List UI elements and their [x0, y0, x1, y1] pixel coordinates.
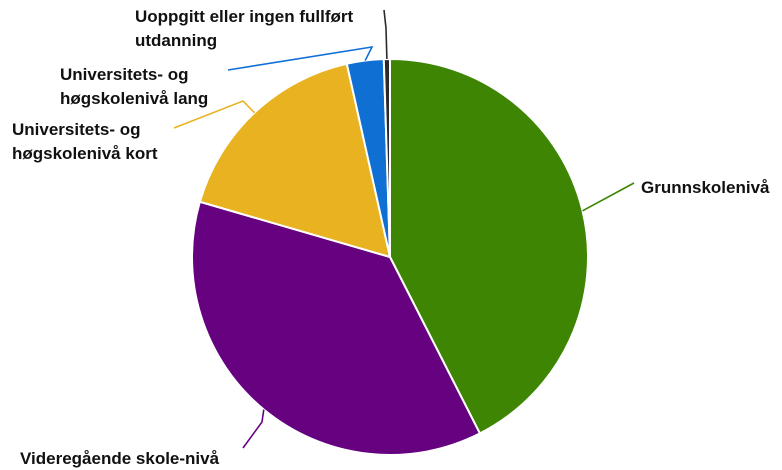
slice-labels: Grunnskolenivå Videregående skole-nivå Uni… — [12, 7, 770, 468]
slice-label-universitets-og-h-gskoleniva-lang: Universitets- og høgskolenivå lang — [60, 65, 208, 108]
leader-line-universitets-og-h-gskoleniva-kort — [173, 100, 256, 129]
leader-line-universitets-og-h-gskoleniva-lang — [227, 45, 374, 71]
pie-slice-universitets-og-h-gskoleniva-kort — [198, 62, 392, 259]
leader-line-grunnskoleniva — [582, 182, 635, 212]
leader-lines — [173, 9, 635, 449]
leader-line-uoppgitt-eller-ingen-fullf-rt-utdanning — [383, 9, 388, 60]
pie-slice-grunnskoleniva — [389, 57, 589, 435]
slice-label-universitets-og-h-gskoleniva-kort: Universitets- og høgskolenivå kort — [12, 120, 158, 163]
pie-slices — [191, 57, 589, 456]
slice-label-videregaende-skole-niva: Videregående skole-nivå — [20, 449, 220, 468]
pie-slice-uoppgitt-eller-ingen-fullf-rt-utdanning — [382, 57, 391, 258]
pie-slice-videregaende-skole-niva — [191, 200, 482, 456]
slice-label-uoppgitt-eller-ingen-fullf-rt-utdanning: Uoppgitt eller ingen fullført utdanning — [135, 7, 353, 50]
leader-line-videregaende-skole-niva — [242, 409, 265, 449]
slice-label-grunnskoleniva: Grunnskolenivå — [641, 178, 770, 197]
